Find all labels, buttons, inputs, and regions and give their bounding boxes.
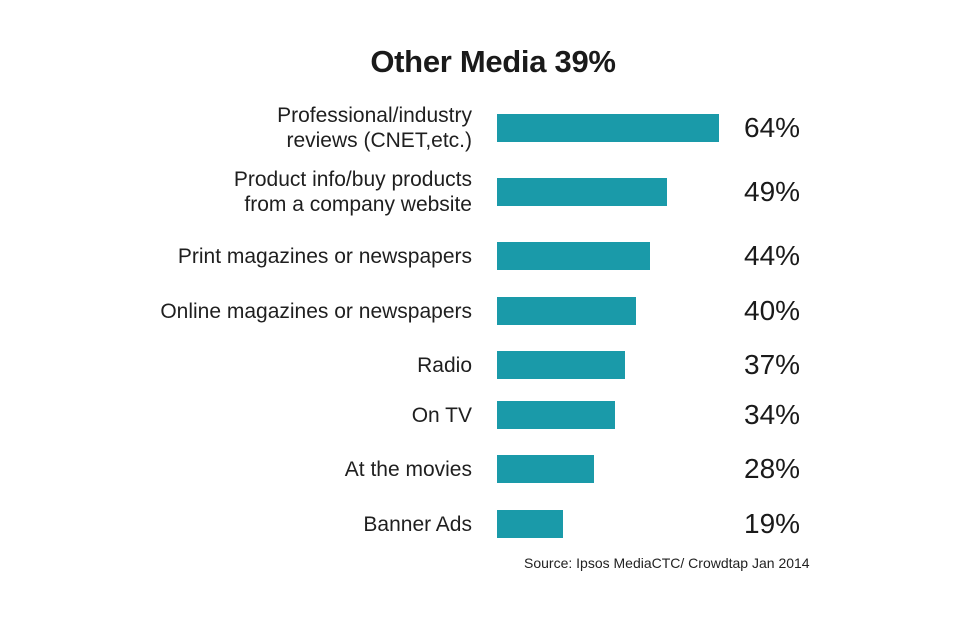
category-label: Banner Ads: [363, 512, 472, 536]
category-label: Print magazines or newspapers: [177, 244, 472, 268]
category-label: Radio: [417, 353, 472, 377]
category-label: Professional/industry reviews (CNET,etc.…: [277, 104, 472, 152]
bar: [497, 114, 719, 142]
bar: [497, 510, 563, 538]
value-label: 28%: [744, 453, 801, 484]
category-label: Online magazines or newspapers: [160, 299, 472, 323]
bar: [497, 401, 615, 429]
category-label: On TV: [411, 403, 472, 427]
category-label: At the movies: [344, 457, 472, 481]
value-label: 37%: [744, 349, 801, 380]
chart-title: Other Media 39%: [370, 44, 616, 79]
value-label: 49%: [744, 176, 801, 207]
source-note: Source: Ipsos MediaCTC/ Crowdtap Jan 201…: [524, 555, 810, 571]
value-label: 44%: [744, 240, 801, 271]
value-label: 34%: [744, 399, 801, 430]
category-label: Product info/buy products from a company…: [233, 168, 472, 216]
bar: [497, 351, 626, 379]
bar: [497, 455, 595, 483]
bar: [497, 297, 636, 325]
bar: [497, 242, 650, 270]
bar: [497, 178, 667, 206]
value-label: 19%: [744, 508, 801, 539]
value-label: 40%: [744, 295, 801, 326]
value-label: 64%: [744, 112, 801, 143]
